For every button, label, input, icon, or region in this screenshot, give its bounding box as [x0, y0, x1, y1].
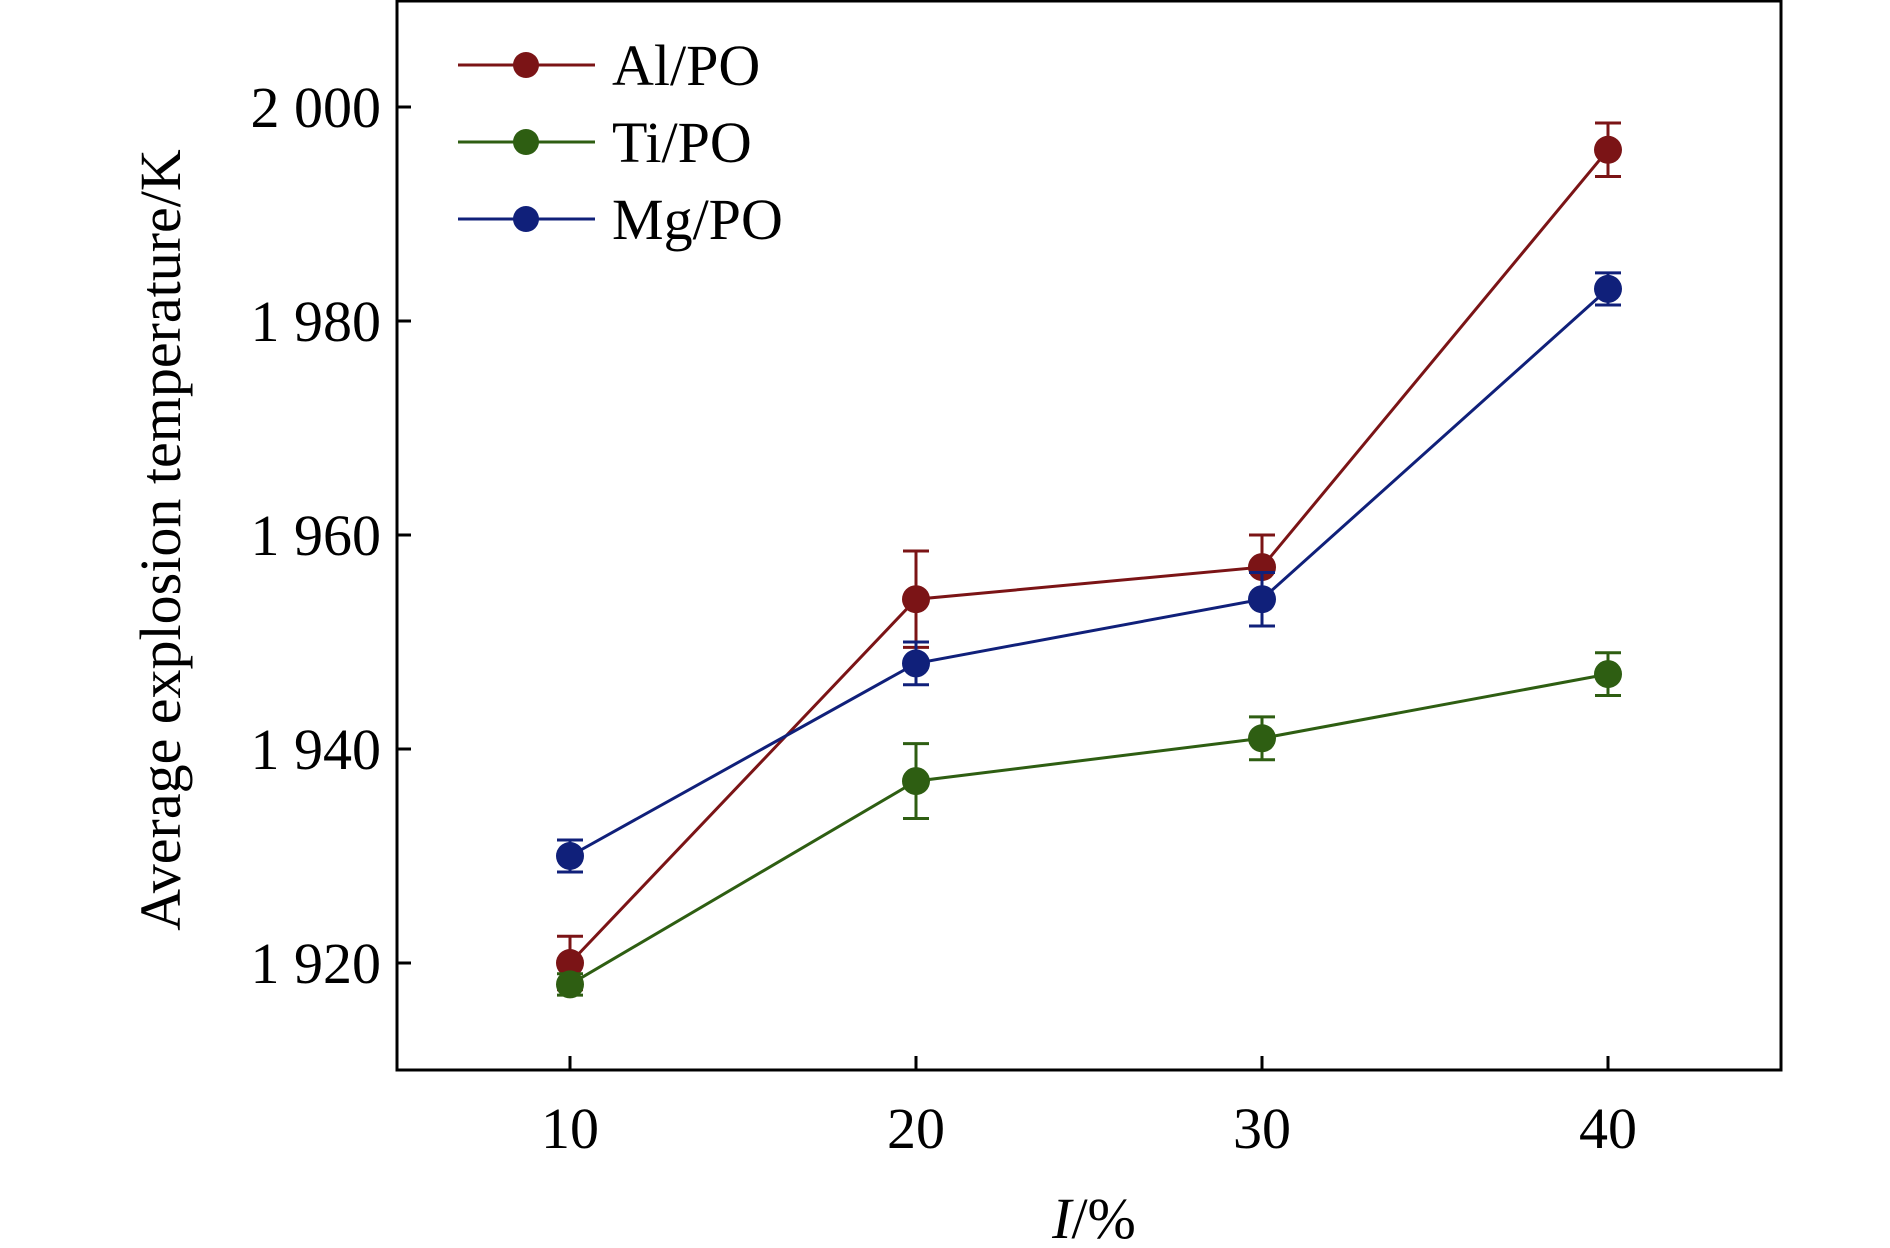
legend-marker: [513, 206, 539, 232]
data-point: [556, 970, 584, 999]
legend-label: Al/PO: [612, 33, 760, 98]
data-point: [556, 842, 584, 870]
x-tick-label: 40: [1579, 1096, 1637, 1161]
data-point: [1594, 274, 1622, 303]
x-axis: 10 20 30 40: [541, 1056, 1637, 1161]
series-al-po: [556, 121, 1622, 992]
plot-frame: [395, 0, 1783, 1072]
series-line: [569, 287, 1610, 858]
legend-item: Ti/PO: [458, 110, 752, 175]
x-tick-label: 10: [541, 1096, 599, 1161]
data-point: [902, 649, 930, 678]
x-axis-title: I/%: [1051, 1186, 1136, 1248]
legend-marker: [513, 52, 539, 78]
data-point: [556, 949, 584, 977]
axes-box: [395, 0, 1783, 1072]
legend-item: Mg/PO: [458, 187, 783, 252]
x-tick-label: 20: [887, 1096, 945, 1161]
series-mg-po: [556, 271, 1622, 874]
data-point: [902, 767, 930, 796]
y-tick-label: 2 000: [251, 75, 382, 140]
data-point: [1594, 135, 1622, 164]
y-axis-title: Average explosion temperature/K: [128, 149, 193, 931]
y-tick-label: 1 940: [251, 717, 382, 782]
data-point: [902, 585, 930, 614]
legend-label: Ti/PO: [612, 110, 752, 175]
y-tick-label: 1 960: [251, 503, 382, 568]
legend-item: Al/PO: [458, 33, 760, 98]
data-point: [1248, 553, 1276, 582]
series-line: [568, 148, 1610, 965]
legend-label: Mg/PO: [612, 187, 783, 252]
y-tick-label: 1 920: [251, 931, 382, 996]
y-tick-label: 1 980: [251, 289, 382, 354]
series-layer: [556, 121, 1622, 999]
y-axis: 1 920 1 940 1 960 1 980 2 000: [251, 75, 411, 996]
data-point: [1248, 724, 1276, 753]
legend-marker: [513, 129, 539, 155]
series-ti-po: [556, 651, 1622, 999]
data-point: [1594, 660, 1622, 689]
legend: Al/PO Ti/PO Mg/PO: [458, 33, 783, 252]
series-line: [569, 672, 1609, 986]
data-point: [1248, 585, 1276, 614]
x-tick-label: 30: [1233, 1096, 1291, 1161]
x-axis-title-italic: I: [1051, 1186, 1074, 1248]
x-axis-title-unit: /%: [1071, 1186, 1135, 1248]
